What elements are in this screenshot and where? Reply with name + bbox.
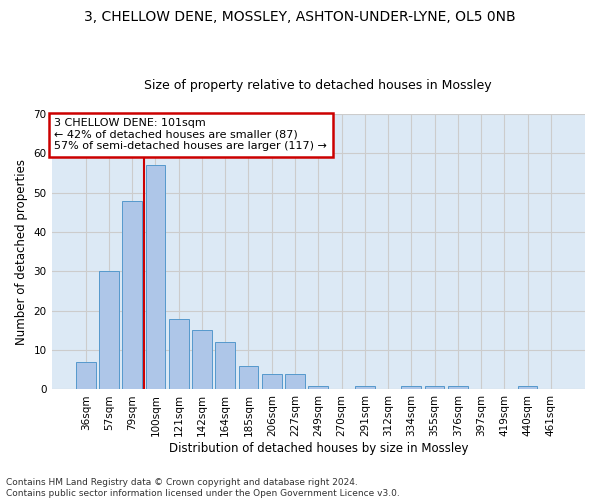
Bar (215, 342, 235, 390)
Title: Size of property relative to detached houses in Mossley: Size of property relative to detached ho… (145, 79, 492, 92)
Bar (239, 366, 259, 390)
Bar (401, 386, 421, 390)
Bar (169, 318, 188, 390)
Text: Contains HM Land Registry data © Crown copyright and database right 2024.
Contai: Contains HM Land Registry data © Crown c… (6, 478, 400, 498)
Bar (285, 374, 305, 390)
Bar (425, 386, 445, 390)
Y-axis label: Number of detached properties: Number of detached properties (15, 158, 28, 344)
Bar (448, 386, 468, 390)
Bar (518, 386, 538, 390)
X-axis label: Distribution of detached houses by size in Mossley: Distribution of detached houses by size … (169, 442, 468, 455)
Bar (355, 386, 374, 390)
Bar (308, 386, 328, 390)
Text: 3, CHELLOW DENE, MOSSLEY, ASHTON-UNDER-LYNE, OL5 0NB: 3, CHELLOW DENE, MOSSLEY, ASHTON-UNDER-L… (84, 10, 516, 24)
Bar (76, 362, 95, 390)
Text: 3 CHELLOW DENE: 101sqm
← 42% of detached houses are smaller (87)
57% of semi-det: 3 CHELLOW DENE: 101sqm ← 42% of detached… (54, 118, 327, 152)
Bar (122, 200, 142, 390)
Bar (99, 272, 119, 390)
Bar (262, 374, 281, 390)
Bar (146, 165, 166, 390)
Bar (192, 330, 212, 390)
